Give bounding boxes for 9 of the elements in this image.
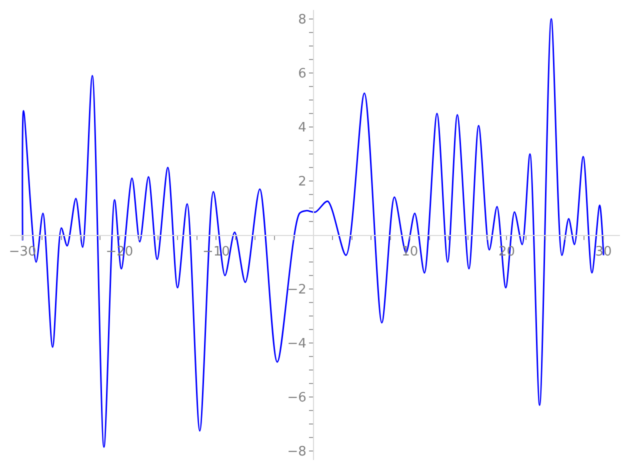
y-tick-label: −8 (287, 444, 306, 460)
x-tick-label: 10 (402, 244, 418, 260)
y-tick-label: −4 (287, 336, 306, 352)
y-tick-label: −6 (287, 390, 306, 406)
y-tick-label: 4 (298, 120, 306, 136)
y-tick-label: 2 (298, 174, 306, 190)
y-tick-label: 8 (298, 12, 306, 28)
y-tick-label: −2 (287, 282, 306, 298)
y-tick-label: 6 (298, 66, 306, 82)
